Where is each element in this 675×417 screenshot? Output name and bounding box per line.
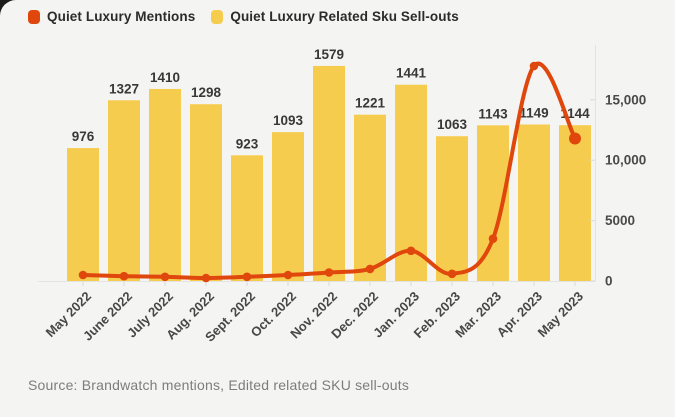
- mentions-point: [488, 234, 498, 243]
- mentions-point: [569, 132, 581, 145]
- sku-bar: [108, 100, 140, 281]
- sku-bar: [149, 88, 181, 281]
- bar-value-label: 1410: [150, 70, 180, 85]
- bar-value-label: 1143: [478, 106, 508, 121]
- legend-item-mentions: Quiet Luxury Mentions: [28, 9, 195, 24]
- sku-bar: [313, 65, 345, 281]
- bar-value-label: 1441: [396, 66, 427, 81]
- mentions-point: [529, 61, 539, 71]
- mentions-point: [406, 246, 416, 256]
- bar-value-label: 1327: [109, 81, 139, 96]
- chart-area: 976 1327 1410 1298 923 1093 1579 1221 1441 1063 11…: [38, 45, 646, 345]
- sku-bar: [436, 136, 468, 281]
- bar-value-label: 1298: [191, 85, 222, 100]
- sku-bar: [272, 132, 304, 281]
- mentions-point: [324, 268, 334, 277]
- legend-item-sellouts: Quiet Luxury Related Sku Sell-outs: [211, 9, 459, 24]
- bar-value-label: 1149: [519, 106, 548, 121]
- mentions-legend-marker-icon: [28, 9, 40, 24]
- sku-bar: [67, 148, 99, 281]
- source-note: Source: Brandwatch mentions, Edited rela…: [28, 377, 410, 393]
- sku-bar: [190, 104, 222, 281]
- month-label: May 2023: [535, 289, 586, 340]
- mentions-point: [365, 264, 375, 274]
- sku-bar: [354, 114, 386, 281]
- bar-value-label: 976: [72, 129, 95, 144]
- sku-bar: [518, 124, 550, 282]
- mentions-point: [283, 270, 293, 280]
- bar-value-label: 923: [236, 136, 259, 151]
- mentions-legend-label: Quiet Luxury Mentions: [47, 9, 196, 24]
- right-axis-label: 10,000: [605, 153, 646, 168]
- mentions-point: [201, 273, 211, 283]
- bar-value-label: 1221: [355, 96, 386, 111]
- bar-value-label: 1093: [273, 113, 304, 128]
- sku-bar: [559, 125, 591, 282]
- right-axis-label: 15,000: [605, 92, 646, 107]
- legend: Quiet Luxury Mentions Quiet Luxury Relat…: [28, 9, 459, 24]
- sellouts-legend-label: Quiet Luxury Related Sku Sell-outs: [230, 9, 459, 24]
- combo-chart: 976 1327 1410 1298 923 1093 1579 1221 1441 1063 11…: [38, 45, 646, 345]
- sellouts-legend-marker-icon: [211, 9, 224, 24]
- mentions-point: [447, 269, 457, 279]
- right-axis-label: 5000: [605, 213, 635, 228]
- mentions-point: [78, 270, 88, 280]
- mentions-point: [160, 272, 170, 282]
- sku-bar: [231, 155, 263, 281]
- right-axis-label: 0: [605, 274, 613, 289]
- mentions-point: [242, 272, 252, 282]
- bar-value-label: 1579: [314, 47, 344, 62]
- bar-value-label: 1063: [437, 117, 468, 132]
- mentions-point: [119, 271, 129, 281]
